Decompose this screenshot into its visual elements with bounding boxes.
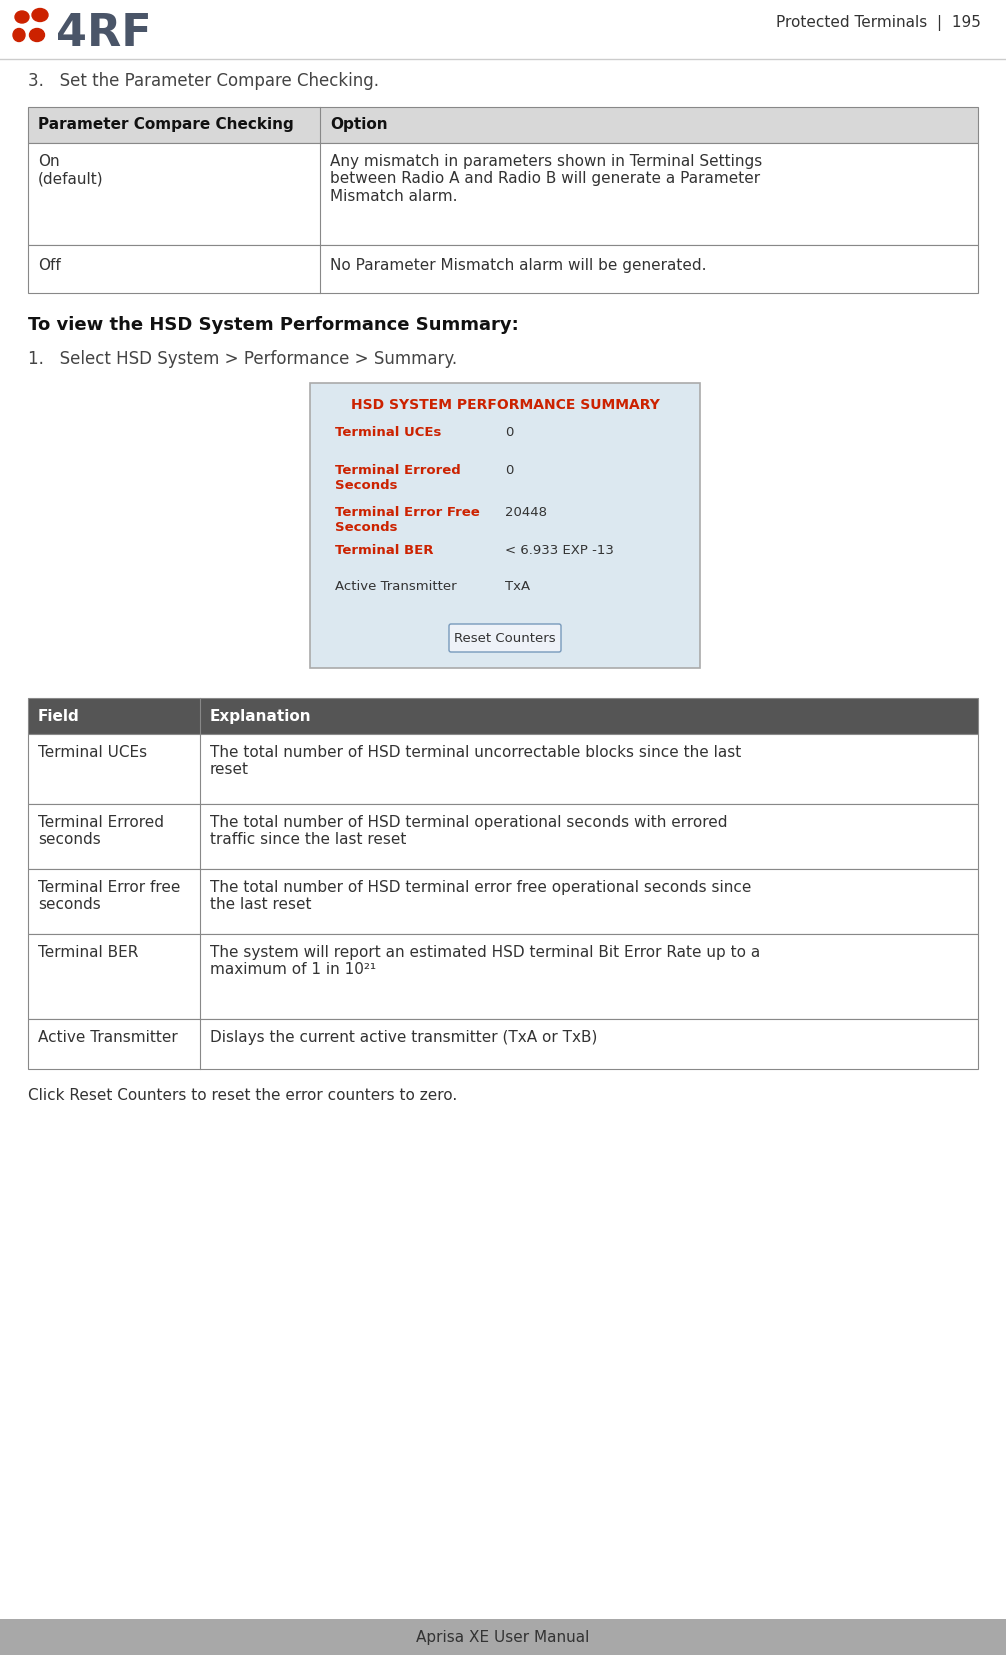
Text: Dislays the current active transmitter (TxA or TxB): Dislays the current active transmitter (…	[210, 1029, 598, 1044]
Text: 3.   Set the Parameter Compare Checking.: 3. Set the Parameter Compare Checking.	[28, 71, 379, 89]
Text: Terminal UCEs: Terminal UCEs	[38, 745, 147, 760]
Text: Protected Terminals  |  195: Protected Terminals | 195	[776, 15, 981, 31]
Text: HSD SYSTEM PERFORMANCE SUMMARY: HSD SYSTEM PERFORMANCE SUMMARY	[350, 397, 660, 412]
Text: Terminal BER: Terminal BER	[38, 945, 139, 960]
Ellipse shape	[15, 12, 29, 23]
Bar	[28, 144, 978, 247]
Text: TxA: TxA	[505, 579, 530, 592]
Text: Terminal Error Free
Seconds: Terminal Error Free Seconds	[335, 506, 480, 533]
Text: Aprisa XE User Manual: Aprisa XE User Manual	[416, 1630, 590, 1645]
Text: Field: Field	[38, 708, 79, 723]
Bar	[28, 698, 978, 735]
Bar	[28, 1019, 978, 1069]
Text: Active Transmitter: Active Transmitter	[335, 579, 457, 592]
Text: The total number of HSD terminal operational seconds with errored
traffic since : The total number of HSD terminal operati…	[210, 814, 727, 847]
Ellipse shape	[32, 10, 48, 23]
Text: Click Reset Counters to reset the error counters to zero.: Click Reset Counters to reset the error …	[28, 1087, 458, 1102]
Text: Parameter Compare Checking: Parameter Compare Checking	[38, 118, 294, 132]
Text: Reset Counters: Reset Counters	[454, 632, 555, 644]
Text: On
(default): On (default)	[38, 154, 104, 187]
Text: To view the HSD System Performance Summary:: To view the HSD System Performance Summa…	[28, 316, 519, 334]
Text: The total number of HSD terminal error free operational seconds since
the last r: The total number of HSD terminal error f…	[210, 879, 751, 912]
Text: 1.   Select HSD System > Performance > Summary.: 1. Select HSD System > Performance > Sum…	[28, 349, 457, 367]
Text: Terminal UCEs: Terminal UCEs	[335, 425, 442, 439]
Text: Terminal Errored
seconds: Terminal Errored seconds	[38, 814, 164, 847]
Text: The total number of HSD terminal uncorrectable blocks since the last
reset: The total number of HSD terminal uncorre…	[210, 745, 741, 776]
Text: Terminal BER: Terminal BER	[335, 544, 434, 556]
Bar	[28, 735, 978, 804]
Text: Terminal Error free
seconds: Terminal Error free seconds	[38, 879, 180, 912]
FancyBboxPatch shape	[449, 624, 561, 652]
Text: < 6.933 EXP -13: < 6.933 EXP -13	[505, 544, 614, 556]
Bar	[28, 108, 978, 144]
Text: 20448: 20448	[505, 506, 547, 518]
Bar	[0, 1619, 1006, 1655]
Text: Active Transmitter: Active Transmitter	[38, 1029, 178, 1044]
Text: Terminal Errored
Seconds: Terminal Errored Seconds	[335, 463, 461, 492]
Ellipse shape	[29, 30, 44, 43]
Text: Any mismatch in parameters shown in Terminal Settings
between Radio A and Radio : Any mismatch in parameters shown in Term…	[330, 154, 763, 204]
Text: 0: 0	[505, 463, 513, 477]
Text: No Parameter Mismatch alarm will be generated.: No Parameter Mismatch alarm will be gene…	[330, 258, 706, 273]
Bar	[28, 935, 978, 1019]
Bar	[28, 869, 978, 935]
Text: 4RF: 4RF	[56, 12, 152, 55]
Text: 0: 0	[505, 425, 513, 439]
Bar	[28, 247, 978, 295]
Text: Off: Off	[38, 258, 60, 273]
Text: Explanation: Explanation	[210, 708, 312, 723]
Ellipse shape	[13, 30, 25, 43]
Text: Option: Option	[330, 118, 387, 132]
Bar	[310, 384, 700, 669]
Bar	[28, 804, 978, 869]
Text: The system will report an estimated HSD terminal Bit Error Rate up to a
maximum : The system will report an estimated HSD …	[210, 945, 761, 976]
